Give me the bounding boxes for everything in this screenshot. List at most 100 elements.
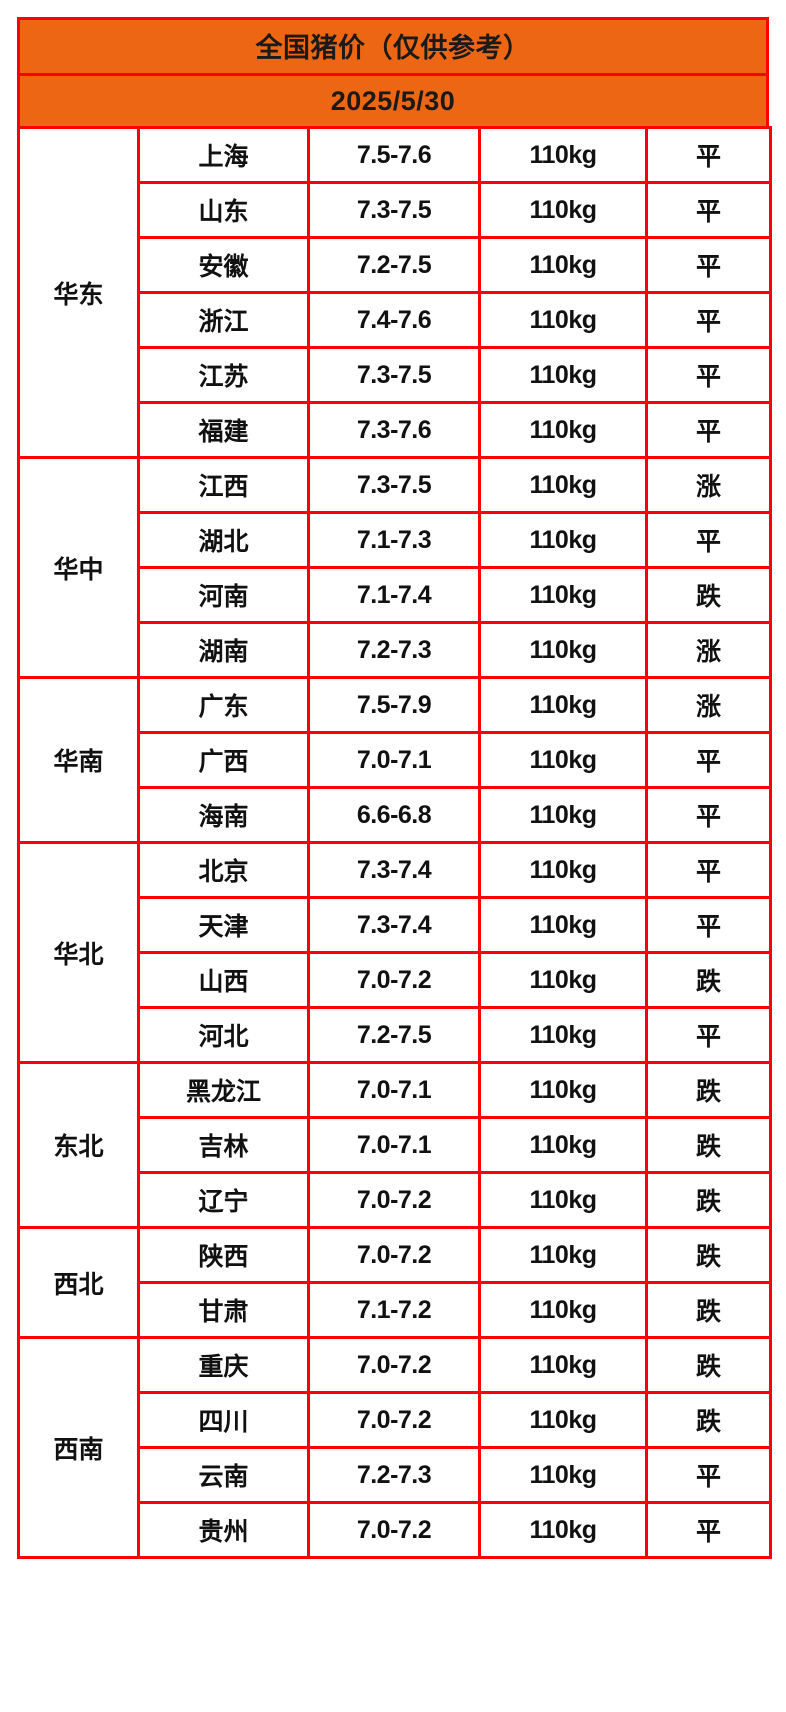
province-cell: 贵州	[137, 1501, 310, 1559]
weight-cell: 110kg	[478, 1281, 648, 1339]
price-cell: 7.0-7.2	[307, 1501, 481, 1559]
trend-cell: 平	[645, 511, 772, 569]
pig-price-table: 华东 上海 7.5-7.6 110kg 平山东 7.3-7.5 110kg 平安徽 7.2-7.…	[17, 126, 772, 1559]
trend-cell: 跌	[645, 951, 772, 1009]
weight-cell: 110kg	[478, 731, 648, 789]
page-title: 全国猪价（仅供参考）	[20, 20, 766, 76]
price-cell: 7.2-7.3	[307, 1446, 481, 1504]
trend-cell: 涨	[645, 676, 772, 734]
trend-cell: 跌	[645, 1061, 772, 1119]
province-cell: 天津	[137, 896, 310, 954]
province-cell: 北京	[137, 841, 310, 899]
region-cell: 华中	[17, 456, 140, 679]
price-cell: 7.0-7.1	[307, 1061, 481, 1119]
header-banner: 全国猪价（仅供参考） 2025/5/30	[17, 17, 769, 126]
price-cell: 7.0-7.2	[307, 951, 481, 1009]
trend-cell: 平	[645, 1006, 772, 1064]
trend-cell: 平	[645, 1446, 772, 1504]
weight-cell: 110kg	[478, 1336, 648, 1394]
price-cell: 7.2-7.5	[307, 236, 481, 294]
price-cell: 7.3-7.4	[307, 896, 481, 954]
table-row: 山东 7.3-7.5 110kg 平	[19, 181, 772, 239]
price-cell: 7.0-7.1	[307, 1116, 481, 1174]
table-row: 福建 7.3-7.6 110kg 平	[19, 401, 772, 459]
region-cell: 华北	[17, 841, 140, 1064]
trend-cell: 平	[645, 291, 772, 349]
price-cell: 7.3-7.5	[307, 346, 481, 404]
weight-cell: 110kg	[478, 1116, 648, 1174]
weight-cell: 110kg	[478, 1391, 648, 1449]
price-cell: 7.0-7.2	[307, 1336, 481, 1394]
trend-cell: 跌	[645, 566, 772, 624]
region-cell: 华东	[17, 126, 140, 459]
table-row: 河南 7.1-7.4 110kg 跌	[19, 566, 772, 624]
price-cell: 7.5-7.6	[307, 126, 481, 184]
table-row: 浙江 7.4-7.6 110kg 平	[19, 291, 772, 349]
region-cell: 西北	[17, 1226, 140, 1339]
trend-cell: 平	[645, 1501, 772, 1559]
province-cell: 湖南	[137, 621, 310, 679]
weight-cell: 110kg	[478, 841, 648, 899]
province-cell: 江苏	[137, 346, 310, 404]
price-cell: 7.4-7.6	[307, 291, 481, 349]
trend-cell: 平	[645, 731, 772, 789]
price-cell: 7.1-7.2	[307, 1281, 481, 1339]
price-cell: 7.3-7.5	[307, 456, 481, 514]
region-cell: 东北	[17, 1061, 140, 1229]
table-row: 湖北 7.1-7.3 110kg 平	[19, 511, 772, 569]
table-row: 华北 北京 7.3-7.4 110kg 平	[17, 841, 772, 1064]
trend-cell: 平	[645, 346, 772, 404]
price-cell: 7.2-7.3	[307, 621, 481, 679]
table-body: 华东 上海 7.5-7.6 110kg 平山东 7.3-7.5 110kg 平安徽 7.2-7.…	[17, 126, 772, 1559]
province-cell: 广西	[137, 731, 310, 789]
trend-cell: 平	[645, 236, 772, 294]
trend-cell: 跌	[645, 1336, 772, 1394]
trend-cell: 跌	[645, 1391, 772, 1449]
table-row: 广西 7.0-7.1 110kg 平	[19, 731, 772, 789]
weight-cell: 110kg	[478, 621, 648, 679]
trend-cell: 平	[645, 126, 772, 184]
price-cell: 7.3-7.4	[307, 841, 481, 899]
trend-cell: 平	[645, 841, 772, 899]
table-row: 辽宁 7.0-7.2 110kg 跌	[19, 1171, 772, 1229]
table-row: 甘肃 7.1-7.2 110kg 跌	[19, 1281, 772, 1339]
table-row: 华南 广东 7.5-7.9 110kg 涨	[17, 676, 772, 844]
weight-cell: 110kg	[478, 236, 648, 294]
price-cell: 7.0-7.2	[307, 1171, 481, 1229]
price-cell: 7.0-7.1	[307, 731, 481, 789]
weight-cell: 110kg	[478, 1226, 648, 1284]
province-cell: 重庆	[137, 1336, 310, 1394]
weight-cell: 110kg	[478, 786, 648, 844]
price-cell: 7.3-7.6	[307, 401, 481, 459]
weight-cell: 110kg	[478, 291, 648, 349]
province-cell: 安徽	[137, 236, 310, 294]
price-cell: 7.1-7.4	[307, 566, 481, 624]
trend-cell: 平	[645, 896, 772, 954]
table-row: 吉林 7.0-7.1 110kg 跌	[19, 1116, 772, 1174]
trend-cell: 平	[645, 786, 772, 844]
trend-cell: 涨	[645, 456, 772, 514]
weight-cell: 110kg	[478, 1171, 648, 1229]
trend-cell: 涨	[645, 621, 772, 679]
weight-cell: 110kg	[478, 951, 648, 1009]
table-row: 云南 7.2-7.3 110kg 平	[19, 1446, 772, 1504]
trend-cell: 跌	[645, 1226, 772, 1284]
province-cell: 吉林	[137, 1116, 310, 1174]
region-cell: 西南	[17, 1336, 140, 1559]
weight-cell: 110kg	[478, 1061, 648, 1119]
province-cell: 河南	[137, 566, 310, 624]
trend-cell: 跌	[645, 1171, 772, 1229]
trend-cell: 平	[645, 181, 772, 239]
table-row: 西南 重庆 7.0-7.2 110kg 跌	[17, 1336, 772, 1559]
table-row: 天津 7.3-7.4 110kg 平	[19, 896, 772, 954]
price-cell: 7.0-7.2	[307, 1226, 481, 1284]
price-cell: 7.0-7.2	[307, 1391, 481, 1449]
province-cell: 黑龙江	[137, 1061, 310, 1119]
weight-cell: 110kg	[478, 1446, 648, 1504]
price-sheet: 全国猪价（仅供参考） 2025/5/30 华东 上海 7.5-7.6 110kg 平山东…	[17, 17, 772, 1559]
region-cell: 华南	[17, 676, 140, 844]
province-cell: 海南	[137, 786, 310, 844]
weight-cell: 110kg	[478, 181, 648, 239]
province-cell: 广东	[137, 676, 310, 734]
weight-cell: 110kg	[478, 126, 648, 184]
